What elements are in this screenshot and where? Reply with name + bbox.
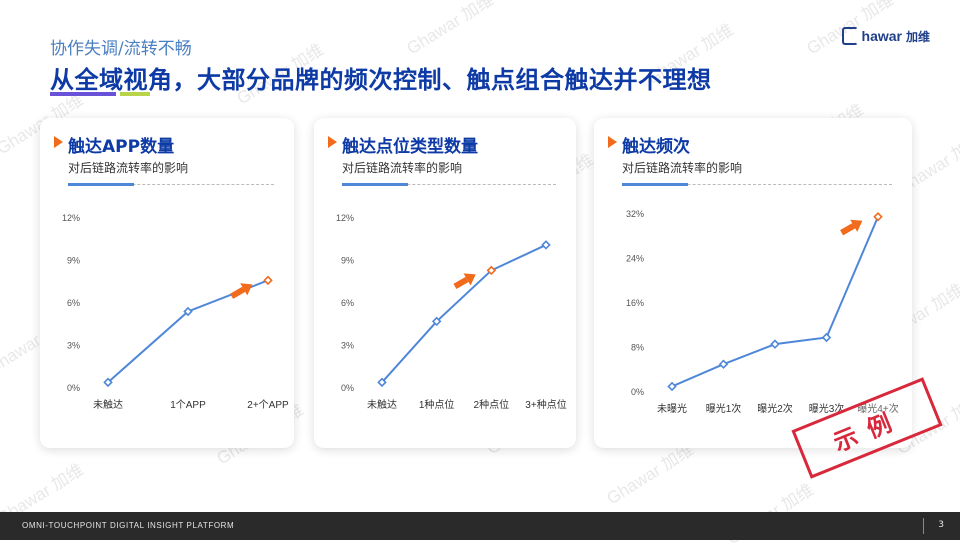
trend-arrow-head xyxy=(463,273,476,286)
x-tick-label: 未触达 xyxy=(93,398,123,411)
logo-g-icon xyxy=(841,27,858,45)
trend-arrow-shaft xyxy=(840,223,856,236)
y-tick-label: 3% xyxy=(67,341,80,351)
data-point xyxy=(667,381,677,392)
title-accent-bar xyxy=(50,92,116,96)
x-tick-label: 2种点位 xyxy=(474,398,510,411)
highlight-data-point xyxy=(873,212,883,222)
card-divider-accent xyxy=(342,183,408,186)
footer-divider xyxy=(923,518,924,534)
page-number: 3 xyxy=(938,520,944,530)
card-divider xyxy=(622,184,892,185)
x-tick-label: 曝光1次 xyxy=(706,402,742,415)
x-tick-label: 曝光3次 xyxy=(809,402,845,415)
data-point xyxy=(103,377,113,388)
card-divider xyxy=(342,184,556,185)
y-tick-label: 3% xyxy=(341,341,354,351)
card-title: 触达点位类型数量 xyxy=(328,132,562,157)
y-tick-label: 12% xyxy=(62,213,80,223)
data-point xyxy=(541,240,551,250)
watermark-text: Ghawar 加维 xyxy=(403,0,497,59)
card-title: 触达APP数量 xyxy=(54,132,280,157)
trend-arrow-icon xyxy=(453,273,476,290)
chart-card-touchpoint-types: 触达点位类型数量 对后链路流转率的影响 0% 3% 6% 9% 12% 未触达 1种点位 2种… xyxy=(314,118,576,448)
trend-arrow-shaft xyxy=(453,276,469,290)
trend-arrow-icon xyxy=(840,219,863,236)
x-tick-label: 曝光2次 xyxy=(757,402,793,415)
x-tick-label: 3+种点位 xyxy=(525,398,566,411)
trend-arrow-head xyxy=(850,219,863,232)
card-title: 触达频次 xyxy=(608,132,898,157)
series-line xyxy=(107,279,269,384)
y-tick-label: 9% xyxy=(341,256,354,266)
trend-arrow-icon xyxy=(230,283,253,299)
chart-card-app-count: 触达APP数量 对后链路流转率的影响 0% 3% 6% 9% 12% 未触达 1个APP 2+… xyxy=(40,118,294,448)
chart-card-frequency: 触达频次 对后链路流转率的影响 0% 8% 16% 24% 32% 未曝光 曝光1次 曝光2次… xyxy=(594,118,912,448)
logo-text: hawar xyxy=(861,28,902,44)
x-tick-label: 未触达 xyxy=(367,398,397,411)
x-tick-label: 1种点位 xyxy=(419,398,455,411)
data-point xyxy=(718,359,729,369)
data-point xyxy=(183,306,193,317)
title-accent-bar-secondary xyxy=(120,92,150,96)
trend-arrow-head xyxy=(240,283,253,296)
highlight-data-point xyxy=(486,265,497,276)
card-divider xyxy=(68,184,274,185)
series-line xyxy=(671,216,879,388)
card-subtitle: 对后链路流转率的影响 xyxy=(342,161,463,175)
data-point xyxy=(431,316,442,327)
y-tick-label: 24% xyxy=(626,254,644,264)
y-tick-label: 32% xyxy=(626,209,644,219)
y-tick-label: 6% xyxy=(67,298,80,308)
card-subtitle: 对后链路流转率的影响 xyxy=(622,161,743,175)
x-tick-label: 未曝光 xyxy=(657,402,687,415)
card-subtitle: 对后链路流转率的影响 xyxy=(68,161,189,175)
footer-text: OMNI-TOUCHPOINT DIGITAL INSIGHT PLATFORM xyxy=(22,521,235,530)
logo-cn-text: 加维 xyxy=(905,29,930,44)
card-divider-accent xyxy=(68,183,134,186)
data-point xyxy=(770,339,780,349)
y-tick-label: 0% xyxy=(341,383,354,393)
trend-arrow-shaft xyxy=(230,286,246,299)
x-tick-label: 2+个APP xyxy=(247,399,289,411)
footer-bar: OMNI-TOUCHPOINT DIGITAL INSIGHT PLATFORM… xyxy=(0,512,960,540)
x-tick-label: 1个APP xyxy=(170,399,206,411)
brand-logo: hawar 加维 xyxy=(841,27,930,45)
data-point xyxy=(377,377,387,388)
line-chart-app-count: 0% 3% 6% 9% 12% 未触达 1个APP 2+个APP xyxy=(62,213,289,411)
card-divider-accent xyxy=(622,183,688,186)
series-line xyxy=(381,244,547,384)
y-tick-label: 8% xyxy=(631,343,644,353)
y-tick-label: 0% xyxy=(631,387,644,397)
y-tick-label: 12% xyxy=(336,213,354,223)
y-tick-label: 9% xyxy=(67,256,80,266)
line-chart-touchpoint-types: 0% 3% 6% 9% 12% 未触达 1种点位 2种点位 3+种点位 xyxy=(336,213,567,411)
page-title: 从全域视角，大部分品牌的频次控制、触点组合触达并不理想 xyxy=(50,66,712,94)
data-point xyxy=(821,332,832,343)
y-tick-label: 16% xyxy=(626,298,644,308)
line-chart-frequency: 0% 8% 16% 24% 32% 未曝光 曝光1次 曝光2次 曝光3次 曝光4+次 xyxy=(626,209,899,415)
x-tick-label: 曝光4+次 xyxy=(857,402,898,415)
highlight-data-point xyxy=(263,275,273,286)
y-tick-label: 0% xyxy=(67,383,80,393)
section-subtitle: 协作失调/流转不畅 xyxy=(50,39,192,59)
y-tick-label: 6% xyxy=(341,298,354,308)
